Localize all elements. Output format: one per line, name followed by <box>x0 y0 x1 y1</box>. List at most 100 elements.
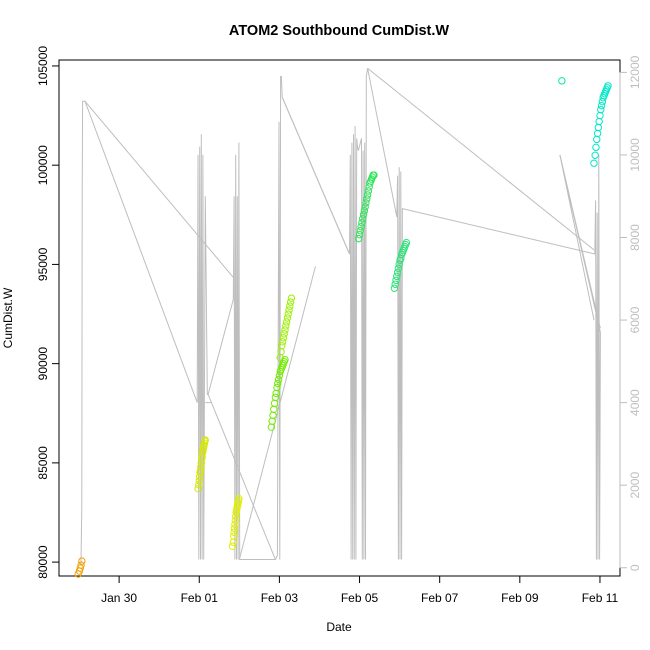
scatter-point <box>355 230 364 239</box>
scatter-point <box>280 330 288 338</box>
scatter-point <box>278 342 286 350</box>
scatter-point <box>393 272 401 281</box>
y2-tick-label: 0 <box>628 564 642 571</box>
scatter-point <box>282 318 291 326</box>
line-series-segment <box>559 154 601 329</box>
scatter-point <box>285 306 293 314</box>
scatter-point <box>364 187 373 195</box>
scatter-point <box>230 532 238 541</box>
scatter-point <box>231 520 239 529</box>
scatter-point <box>362 199 370 207</box>
scatter-point <box>281 326 289 334</box>
scatter-point <box>195 481 203 489</box>
scatter-point <box>231 516 240 525</box>
y2-tick-label: 12000 <box>628 55 642 89</box>
scatter-point <box>393 268 402 277</box>
scatter-point <box>268 417 276 425</box>
line-series-segment <box>367 67 595 251</box>
scatter-point <box>359 211 368 219</box>
y-tick-label: 100000 <box>36 145 50 185</box>
x-tick-label: Feb 11 <box>582 591 619 605</box>
scatter-point <box>283 314 292 322</box>
scatter-point <box>355 234 363 243</box>
scatter-point <box>197 463 205 471</box>
scatter-point <box>270 405 278 413</box>
scatter-point <box>282 322 290 330</box>
scatter-point <box>195 477 203 485</box>
scatter-point <box>604 82 612 90</box>
y-tick-label: 80000 <box>36 545 50 579</box>
scatter-point <box>360 207 369 215</box>
scatter-point <box>277 348 285 356</box>
y2-tick-label: 6000 <box>628 306 642 333</box>
scatter-point <box>595 117 603 126</box>
line-series-layer <box>80 67 601 564</box>
scatter-point <box>390 284 399 292</box>
scatter-point <box>356 226 365 235</box>
scatter-point <box>228 542 237 550</box>
scatter-point <box>597 105 605 114</box>
scatter-point <box>558 77 566 85</box>
x-tick-label: Feb 09 <box>501 591 539 605</box>
scatter-point <box>274 375 283 384</box>
y-tick-label: 95000 <box>36 247 50 281</box>
y-tick-label: 90000 <box>36 347 50 381</box>
y2-tick-label: 4000 <box>628 389 642 416</box>
scatter-point <box>278 338 287 346</box>
scatter-point <box>201 436 209 444</box>
scatter-point <box>596 111 604 120</box>
x-tick-label: Jan 30 <box>101 591 137 605</box>
y-axis-label: CumDist.W <box>1 287 15 348</box>
scatter-point <box>286 298 295 306</box>
scatter-point <box>271 393 280 402</box>
scatter-point <box>273 383 281 392</box>
scatter-point <box>274 379 282 388</box>
y2-tick-label: 2000 <box>628 472 642 499</box>
scatter-point <box>357 223 365 231</box>
scatter-point <box>363 195 371 203</box>
scatter-point <box>593 135 601 144</box>
scatter-point <box>593 129 602 138</box>
scatter-point <box>269 411 277 419</box>
scatter-point <box>78 557 86 565</box>
scatter-point <box>361 203 369 211</box>
x-tick-label: Feb 03 <box>261 591 299 605</box>
line-series-segment <box>281 96 350 255</box>
plot-frame <box>58 59 621 577</box>
scatter-point <box>235 494 243 503</box>
x-tick-label: Feb 05 <box>341 591 379 605</box>
scatter-point <box>394 264 403 273</box>
x-tick-label: Feb 01 <box>181 591 219 605</box>
scatter-point <box>281 355 289 364</box>
line-series-trace <box>80 68 601 564</box>
scatter-point <box>592 143 600 152</box>
scatter-point <box>590 159 598 167</box>
scatter-point <box>270 399 279 408</box>
y-tick-label: 105000 <box>36 46 50 86</box>
scatter-point <box>363 191 372 199</box>
scatter-point <box>230 524 239 533</box>
scatter-point <box>597 101 606 110</box>
scatter-point <box>229 538 238 546</box>
line-series-segment <box>84 100 235 280</box>
x-axis-label: Date <box>326 620 352 634</box>
scatter-point <box>287 294 296 302</box>
scatter-point <box>391 280 399 288</box>
scatter-point <box>358 219 366 227</box>
scatter-point <box>284 310 292 318</box>
y2-tick-label: 10000 <box>628 138 642 172</box>
scatter-point <box>194 484 202 493</box>
x-tick-label: Feb 07 <box>421 591 459 605</box>
scatter-point <box>196 467 205 475</box>
y2-tick-label: 8000 <box>628 224 642 251</box>
chart-title: ATOM2 Southbound CumDist.W <box>229 23 449 39</box>
scatter-point <box>402 238 411 247</box>
scatter-point <box>591 151 599 159</box>
scatter-point <box>370 171 378 179</box>
scatter-points-layer <box>74 77 612 578</box>
axes-layer: Jan 30 Feb 01 Feb 03 Feb 05 Feb 07 Feb 09 Feb … <box>36 46 642 605</box>
scatter-point <box>286 302 294 310</box>
scatter-point <box>359 215 367 223</box>
